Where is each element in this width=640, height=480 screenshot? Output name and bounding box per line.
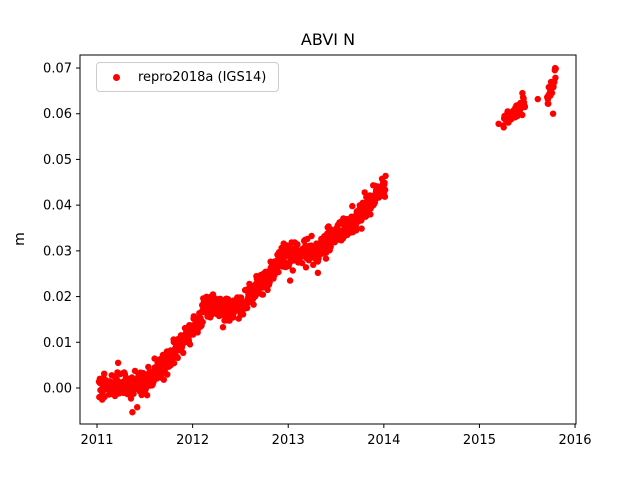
y-tick-label: 0.02 — [43, 290, 72, 305]
y-axis-label: m — [12, 232, 28, 246]
legend-label: repro2018a (IGS14) — [138, 69, 267, 85]
x-tick-label: 2013 — [272, 433, 305, 448]
x-tick-label: 2014 — [367, 433, 400, 448]
legend: repro2018a (IGS14) — [96, 62, 280, 92]
axes-spines — [79, 54, 577, 425]
x-tick-label: 2015 — [463, 433, 496, 448]
y-tick-label: 0.06 — [43, 107, 72, 122]
scatter-points — [95, 64, 559, 416]
y-tick-label: 0.05 — [43, 153, 72, 168]
legend-dot-icon — [113, 73, 120, 81]
y-tick-label: 0.01 — [43, 336, 72, 351]
x-tick-label: 2016 — [558, 433, 591, 448]
x-tick-label: 2011 — [80, 433, 113, 448]
x-axis-ticks: 2011 2012 2013 2014 2015 2016 — [80, 424, 592, 448]
y-axis-ticks: 0.00 0.01 0.02 0.03 0.04 0.05 0.06 0.07 — [43, 62, 80, 396]
y-tick-label: 0.07 — [43, 62, 72, 77]
y-tick-label: 0.00 — [43, 381, 72, 396]
y-tick-label: 0.03 — [43, 244, 72, 259]
y-tick-label: 0.04 — [43, 199, 72, 214]
chart-title: ABVI N — [300, 30, 356, 49]
x-tick-label: 2012 — [176, 433, 209, 448]
